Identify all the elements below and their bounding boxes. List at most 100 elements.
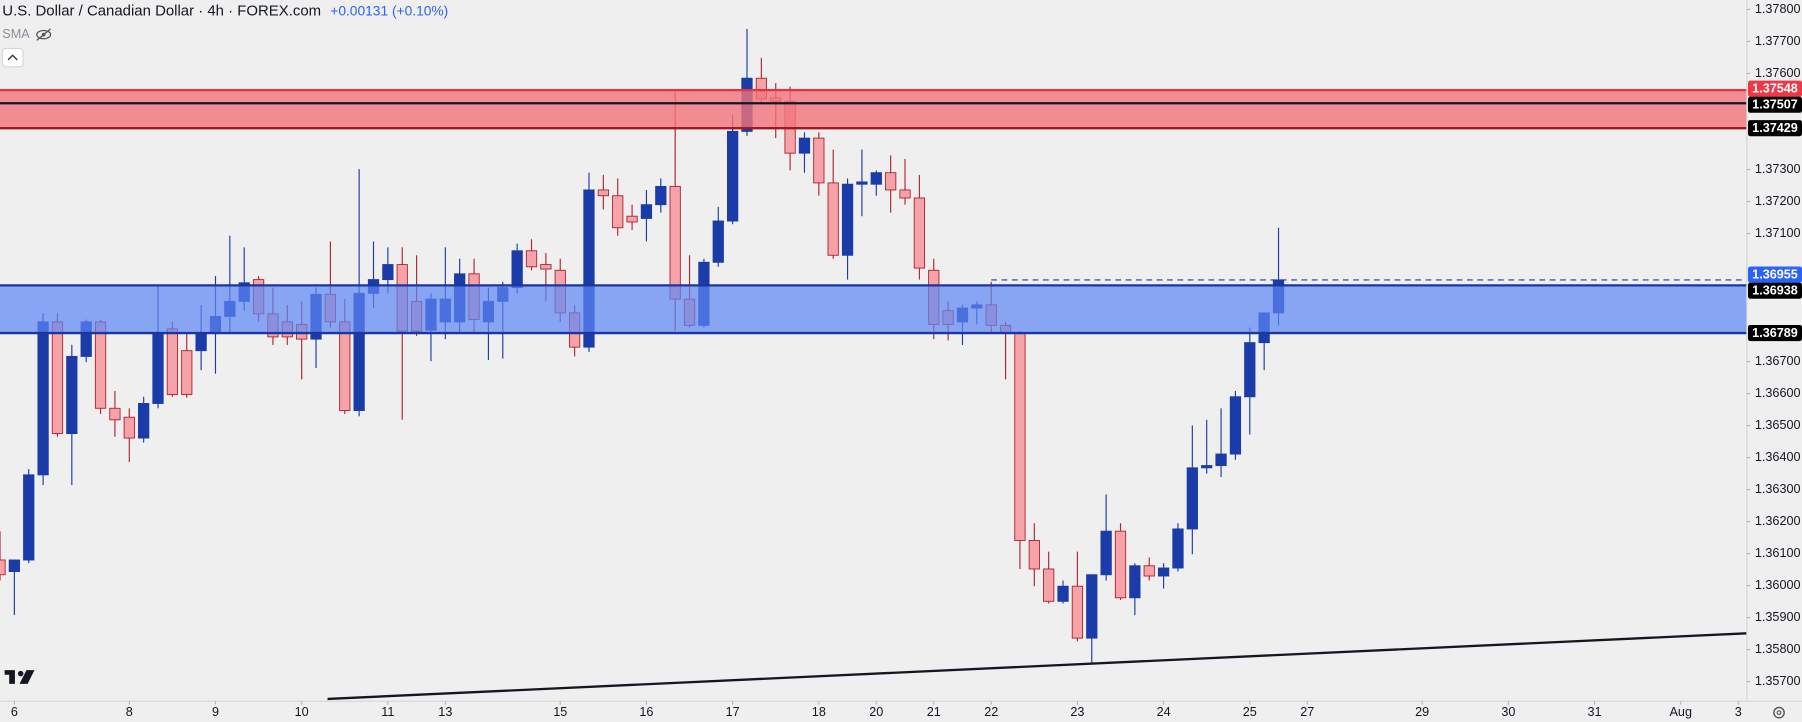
price-tag bbox=[1747, 282, 1802, 299]
x-tick-label: 31 bbox=[1588, 705, 1602, 719]
price-change: +0.00131 (+0.10%) bbox=[330, 3, 448, 18]
y-tick-label: 1.36500 bbox=[1755, 418, 1801, 432]
candle-body-down bbox=[1114, 530, 1127, 599]
zone bbox=[0, 285, 1747, 334]
y-tick-label: 1.35800 bbox=[1755, 642, 1801, 656]
x-tick-label: 23 bbox=[1070, 705, 1084, 719]
x-tick-label: 16 bbox=[639, 705, 653, 719]
y-tick-label: 1.36300 bbox=[1755, 482, 1801, 496]
candle-body-up bbox=[583, 189, 595, 348]
candle-body-down bbox=[0, 559, 6, 576]
y-tick-label: 1.37100 bbox=[1755, 226, 1801, 240]
candle-body-up bbox=[1172, 528, 1184, 569]
x-tick-label: 22 bbox=[984, 705, 998, 719]
x-tick-label: 15 bbox=[553, 705, 567, 719]
visibility-icon[interactable] bbox=[36, 28, 52, 41]
candle-body-up bbox=[511, 250, 523, 289]
candle-body-down bbox=[597, 189, 609, 197]
settings-icon[interactable] bbox=[1773, 706, 1785, 719]
candle-body-up bbox=[1229, 396, 1242, 455]
candle-body-down bbox=[94, 321, 107, 409]
zone bbox=[0, 90, 1747, 129]
candle-body-up bbox=[1057, 585, 1069, 602]
y-tick-label: 1.36400 bbox=[1755, 450, 1801, 464]
x-tick-label: 11 bbox=[381, 705, 394, 719]
candle-body-up bbox=[655, 185, 667, 206]
y-tick-label: 1.37200 bbox=[1755, 194, 1801, 208]
y-tick-label: 1.36100 bbox=[1755, 546, 1801, 560]
candle-body-up bbox=[1201, 465, 1213, 469]
candle-body-up bbox=[798, 137, 811, 154]
y-tick-label: 1.36200 bbox=[1755, 514, 1801, 528]
candle-body-down bbox=[1014, 332, 1026, 541]
collapse-button[interactable] bbox=[1, 47, 24, 68]
candle-body-down bbox=[669, 185, 681, 300]
candle-body-up bbox=[870, 172, 882, 185]
indicator-label[interactable]: SMA bbox=[2, 27, 30, 41]
candle-body-down bbox=[339, 321, 351, 411]
candle-body-down bbox=[813, 137, 825, 184]
candle-body-up bbox=[1244, 342, 1256, 398]
x-tick-label: 25 bbox=[1243, 705, 1257, 719]
price-tag bbox=[1747, 325, 1802, 342]
trendline bbox=[327, 632, 1747, 701]
candle-body-down bbox=[1071, 585, 1084, 639]
y-tick-label: 1.35900 bbox=[1755, 610, 1801, 624]
price-tag-label: 1.36955 bbox=[1752, 268, 1798, 282]
candle-body-down bbox=[540, 264, 552, 270]
candle-body-up bbox=[23, 474, 35, 561]
x-tick-label: 6 bbox=[11, 705, 18, 719]
price-tag bbox=[1747, 80, 1802, 97]
price-tag-label: 1.37507 bbox=[1752, 98, 1798, 112]
x-tick-label: 29 bbox=[1415, 705, 1429, 719]
candle-body-up bbox=[1129, 565, 1141, 599]
x-tick-label: 30 bbox=[1501, 705, 1515, 719]
candle-body-down bbox=[123, 416, 135, 439]
y-tick-label: 1.37700 bbox=[1755, 34, 1801, 48]
candle-body-up bbox=[1186, 467, 1198, 530]
candle-body-up bbox=[712, 220, 724, 263]
candle-body-up bbox=[1086, 574, 1098, 639]
candle-body-up bbox=[727, 130, 739, 222]
candle-body-up bbox=[841, 183, 854, 256]
price-tag bbox=[1747, 96, 1802, 113]
overlay bbox=[0, 88, 1747, 701]
x-tick-label: 9 bbox=[212, 705, 219, 719]
x-tick-label: 21 bbox=[927, 705, 941, 719]
candle-body-down bbox=[1143, 565, 1155, 577]
price-tag-label: 1.37548 bbox=[1752, 82, 1798, 96]
candle-body-up bbox=[1157, 567, 1170, 577]
candle-body-down bbox=[181, 350, 193, 395]
y-tick-label: 1.36000 bbox=[1755, 578, 1801, 592]
x-tick-label: 27 bbox=[1300, 705, 1314, 719]
header: U.S. Dollar / Canadian Dollar · 4h · FOR… bbox=[1, 3, 448, 68]
candle-body-down bbox=[109, 407, 121, 421]
x-tick-label: 20 bbox=[869, 705, 883, 719]
y-tick-label: 1.36700 bbox=[1755, 354, 1801, 368]
x-tick-label: 17 bbox=[726, 705, 740, 719]
x-tick-label: 13 bbox=[438, 705, 452, 719]
x-tick-label: 10 bbox=[295, 705, 309, 719]
tradingview-logo[interactable] bbox=[4, 670, 35, 684]
candle-body-down bbox=[885, 172, 897, 191]
candle-body-up bbox=[195, 332, 207, 352]
price-tag bbox=[1747, 120, 1802, 137]
x-tick-label: 8 bbox=[126, 705, 133, 719]
x-tick-label: Aug bbox=[1670, 705, 1692, 719]
candle-body-down bbox=[626, 215, 638, 223]
price-tag-label: 1.37429 bbox=[1752, 121, 1798, 135]
y-tick-label: 1.35700 bbox=[1755, 674, 1801, 688]
candle-body-down bbox=[1043, 568, 1055, 602]
candle-body-up bbox=[138, 403, 150, 439]
symbol-title: U.S. Dollar / Canadian Dollar · 4h · FOR… bbox=[2, 3, 321, 20]
y-tick-label: 1.36600 bbox=[1755, 386, 1801, 400]
price-tag-label: 1.36789 bbox=[1752, 326, 1798, 340]
candle-body-up bbox=[1100, 530, 1112, 576]
candle-body-down bbox=[525, 250, 538, 268]
price-tag-label: 1.36938 bbox=[1752, 284, 1798, 298]
candle-body-up bbox=[37, 321, 49, 476]
candle-body-up bbox=[856, 181, 868, 185]
